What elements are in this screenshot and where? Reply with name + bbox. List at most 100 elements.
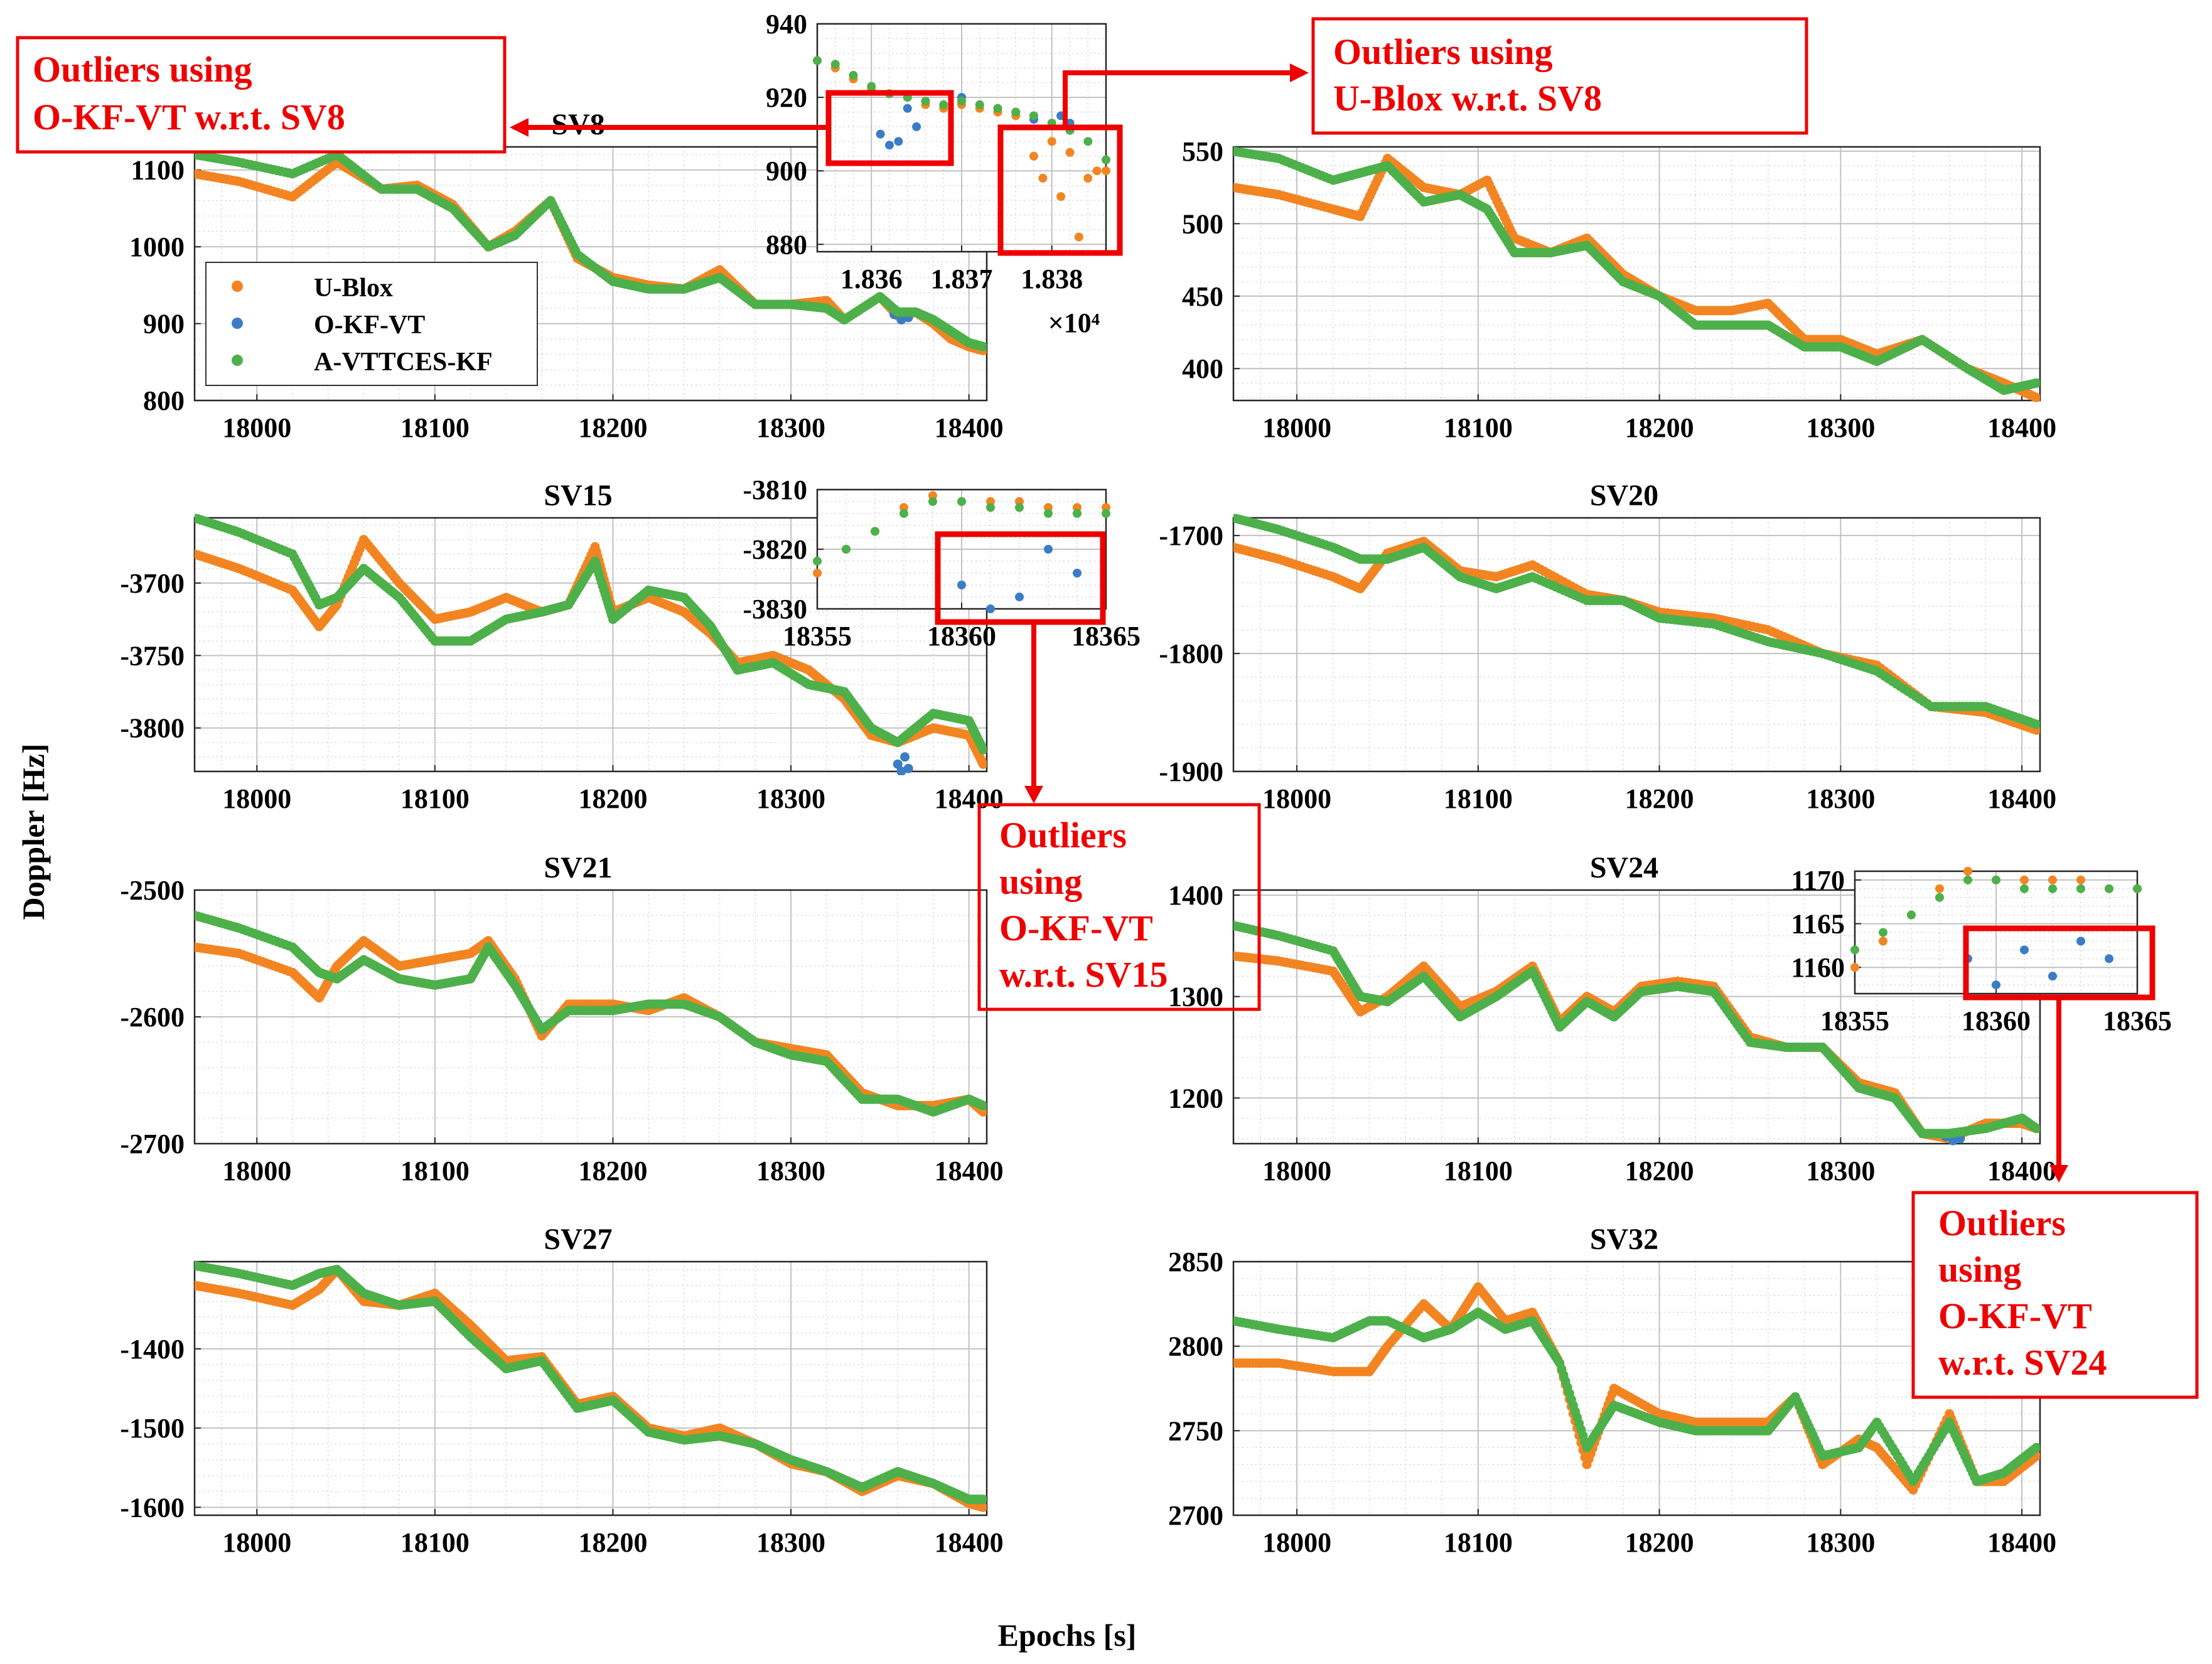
panel-sv24-x-tick-label: 18400: [1987, 1156, 2056, 1186]
panel-sv10-y-tick-label: 450: [1182, 281, 1223, 312]
panel-sv20-series-a-vttces-kf: [1233, 514, 2040, 729]
panel-sv21-point-a-vttces-kf: [978, 1100, 987, 1110]
panel-sv27-title: SV27: [544, 1223, 612, 1256]
panel-sv15-title: SV15: [544, 479, 612, 512]
panel-sv10: 1800018100182001830018400400450500550SV1…: [1182, 108, 2056, 443]
panel-sv20-x-tick-label: 18400: [1987, 783, 2056, 814]
panel-sv21-series-a-vttces-kf: [195, 910, 987, 1117]
panel-sv10-x-tick-label: 18200: [1625, 412, 1694, 443]
panel-sv15-point-o-kf-vt: [893, 759, 903, 769]
panel-sv8-y-tick-label: 1100: [131, 155, 185, 186]
panel-sv24-x-tick-label: 18000: [1262, 1156, 1331, 1186]
panel-sv10-plot-area: [1233, 147, 2040, 400]
panel-sv15-point-o-kf-vt: [896, 766, 906, 775]
panel-sv15-x-tick-label: 18200: [578, 783, 647, 814]
panel-sv21: 18000 18100 18200 18300 18400 -2700 -2600 -2500…: [120, 851, 1003, 1186]
panel-sv27-plot-area: [195, 1262, 987, 1515]
panel-sv27-x-tick-label: 18000: [222, 1527, 291, 1558]
panel-sv24-title: SV24: [1590, 851, 1658, 884]
panel-sv20-x-tick-label: 18200: [1625, 783, 1694, 814]
panel-sv21-y-tick-label: -2700: [120, 1129, 185, 1159]
panel-sv21-y-tick-label: -2600: [120, 1002, 185, 1033]
panel-sv15-x-tick-label: 18400: [935, 783, 1004, 814]
panel-sv21-data: [195, 910, 987, 1117]
panel-sv27-y-tick-label: -1400: [120, 1334, 185, 1365]
panel-sv27-x-tick-label: 18200: [578, 1527, 647, 1558]
panel-sv15-x-tick-label: 18300: [756, 783, 825, 814]
panel-sv8-y-tick-label: 1000: [129, 232, 185, 262]
panel-sv15-point-u-blox: [978, 759, 987, 769]
panel-sv8-x-tick-label: 18200: [578, 412, 647, 443]
panel-sv20-y-tick-label: -1700: [1159, 520, 1223, 551]
panel-sv21-x-tick-label: 18200: [578, 1156, 647, 1186]
panel-sv24-x-tick-label: 18200: [1625, 1156, 1694, 1186]
panel-sv15-data: [195, 514, 987, 775]
panel-sv20-y-tick-label: -1900: [1159, 756, 1223, 787]
panel-sv15-y-tick-label: -3750: [120, 640, 185, 671]
panel-sv8-title: SV8: [551, 108, 604, 141]
panel-sv27-series-a-vttces-kf: [195, 1260, 987, 1505]
panel-sv10-data: [1233, 146, 2040, 402]
panel-sv10-x-tick-label: 18100: [1444, 412, 1513, 443]
panel-sv27-frame: [193, 1260, 988, 1516]
panel-sv27-x-tick-label: 18300: [756, 1527, 825, 1558]
panel-sv10-point-a-vttces-kf: [2031, 378, 2040, 388]
panel-sv15-series-o-kf-vt: [893, 752, 913, 775]
panel-sv24-point-o-kf-vt: [1948, 1135, 1958, 1146]
panel-sv20-x-tick-label: 18000: [1262, 783, 1331, 814]
panel-sv24-y-tick-label: 1300: [1168, 982, 1223, 1012]
panel-sv8-frame: [193, 146, 988, 402]
panel-sv21-title: SV21: [544, 851, 612, 884]
panel-sv8-series-a-vttces-kf: [195, 149, 987, 352]
panel-sv10-x-tick-label: 18300: [1806, 412, 1875, 443]
panel-sv24-frame: [1232, 889, 2041, 1145]
panel-sv24-y-tick-label: 1200: [1168, 1083, 1223, 1114]
panel-sv21-x-tick-label: 18000: [222, 1156, 291, 1186]
panel-sv20-point-a-vttces-kf: [2031, 719, 2040, 729]
panel-sv10-series-a-vttces-kf: [1233, 146, 2040, 395]
panel-sv8-data: [195, 149, 987, 355]
panel-sv15-x-tick-label: 18000: [222, 783, 291, 814]
panel-sv24: 18000 18100 18200 18300 18400120013001400SV2…: [1168, 851, 2056, 1186]
panel-sv8-x-tick-label: 18100: [400, 412, 470, 443]
panel-sv27: 18000 18100 18200 18300 18400-1600-1500-1400…: [120, 1223, 1003, 1558]
panel-sv10-point-u-blox: [2031, 392, 2040, 402]
panel-sv20-title: SV20: [1590, 479, 1658, 512]
panel-sv8-x-tick-label: 18300: [756, 412, 825, 443]
panel-sv21-x-tick-label: 18400: [935, 1156, 1004, 1186]
panel-sv10-frame: [1232, 146, 2041, 402]
panel-sv10-y-tick-label: 500: [1182, 208, 1223, 239]
panel-sv10-y-tick-label: 400: [1182, 353, 1223, 384]
panel-sv15-x-tick-label: 18100: [400, 783, 470, 814]
panel-sv15-series-a-vttces-kf: [195, 514, 987, 754]
panel-sv20-x-tick-label: 18100: [1444, 783, 1513, 814]
panel-sv24-y-tick-label: 1400: [1168, 880, 1223, 911]
panel-sv24-x-tick-label: 18100: [1444, 1156, 1513, 1186]
panel-sv10-x-tick-label: 18400: [1987, 412, 2056, 443]
panel-sv10-y-tick-label: 550: [1182, 136, 1223, 167]
panel-sv15-y-tick-label: -3700: [120, 568, 185, 599]
panel-sv15-y-tick-label: -3800: [120, 713, 185, 744]
panel-sv20: 18000 18100 18200 18300 18400 -1900 -1800 -1700…: [1159, 479, 2056, 814]
panel-sv8-x-tick-label: 18400: [935, 412, 1004, 443]
panel-sv15-point-a-vttces-kf: [978, 744, 987, 754]
panel-sv27-y-tick-label: -1500: [120, 1413, 185, 1444]
panel-sv20-frame: [1232, 517, 2041, 773]
panel-sv27-x-tick-label: 18100: [400, 1527, 470, 1558]
panel-sv27-x-tick-label: 18400: [935, 1527, 1004, 1558]
panel-sv8-y-tick-label: 900: [143, 309, 185, 340]
panel-sv21-x-tick-label: 18100: [400, 1156, 470, 1186]
panel-sv21-y-tick-label: -2500: [120, 875, 185, 906]
panel-sv15-point-o-kf-vt: [903, 763, 913, 773]
panel-sv8-point-o-kf-vt: [896, 314, 906, 325]
panel-sv20-y-tick-label: -1800: [1159, 638, 1223, 669]
panel-sv20-x-tick-label: 18300: [1806, 783, 1875, 814]
panel-sv8-point-a-vttces-kf: [978, 341, 987, 352]
panel-sv27-data: [195, 1260, 987, 1512]
panel-sv24-series-a-vttces-kf: [1233, 921, 2040, 1139]
panel-sv24-data: [1233, 921, 2040, 1146]
panel-sv27-point-u-blox: [978, 1502, 987, 1512]
panel-sv15-point-o-kf-vt: [900, 752, 910, 762]
panel-sv21-x-tick-label: 18300: [756, 1156, 825, 1186]
